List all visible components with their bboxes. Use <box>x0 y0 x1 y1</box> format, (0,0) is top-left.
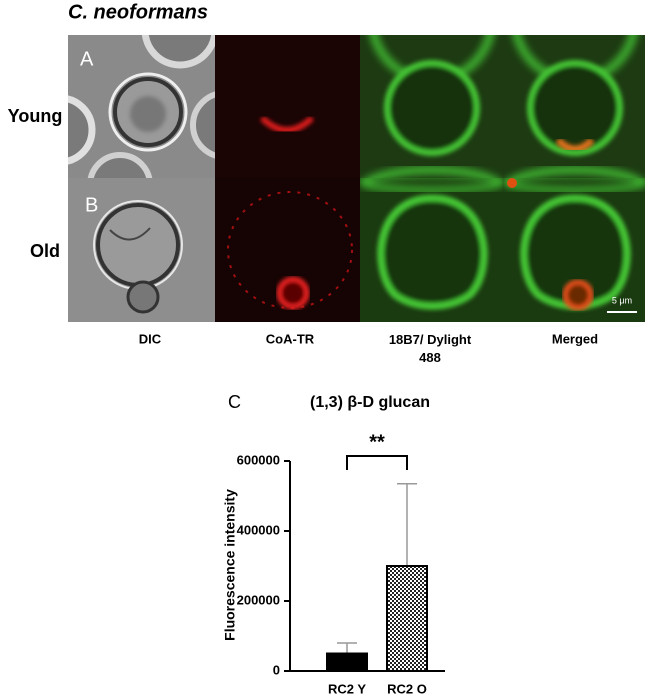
micrograph <box>215 35 360 178</box>
column-label: 18B7/ Dylight 488 <box>388 332 472 365</box>
y-tick-label: 200000 <box>237 592 280 607</box>
column-label: DIC <box>139 331 162 346</box>
y-tick-label: 400000 <box>237 522 280 537</box>
y-tick-label: 0 <box>273 662 280 677</box>
fluorescence <box>259 115 315 133</box>
scale-bar-label: 5 μm <box>612 295 632 305</box>
panel-letter: C <box>228 392 241 412</box>
panel-letter: B <box>85 194 98 216</box>
micrograph <box>360 35 503 178</box>
micrograph <box>503 178 645 322</box>
micrograph <box>68 178 215 322</box>
bar <box>386 565 428 672</box>
row-label: Old <box>30 241 60 261</box>
column-label: Merged <box>552 331 598 346</box>
y-tick-label: 600000 <box>237 452 280 467</box>
column-label-box: 18B7/ Dylight 488 <box>388 332 472 365</box>
micrograph <box>503 35 645 178</box>
fluorescence <box>276 276 310 310</box>
x-tick-label: RC2 Y <box>328 681 366 696</box>
panel-letter: A <box>80 48 94 70</box>
figure-title: C. neoformans <box>68 1 208 23</box>
micrograph <box>360 178 503 322</box>
fluorescence <box>227 191 353 309</box>
x-tick-label: RC2 O <box>387 681 427 696</box>
y-axis-label: Fluorescence intensity <box>222 489 238 641</box>
micrograph <box>68 35 215 178</box>
chart-title: (1,3) β-D glucan <box>310 394 430 411</box>
row-label: Young <box>8 106 63 126</box>
bar <box>326 652 368 672</box>
significance: ** <box>369 431 385 453</box>
significance-bracket <box>346 455 408 470</box>
column-label: CoA-TR <box>266 331 315 346</box>
